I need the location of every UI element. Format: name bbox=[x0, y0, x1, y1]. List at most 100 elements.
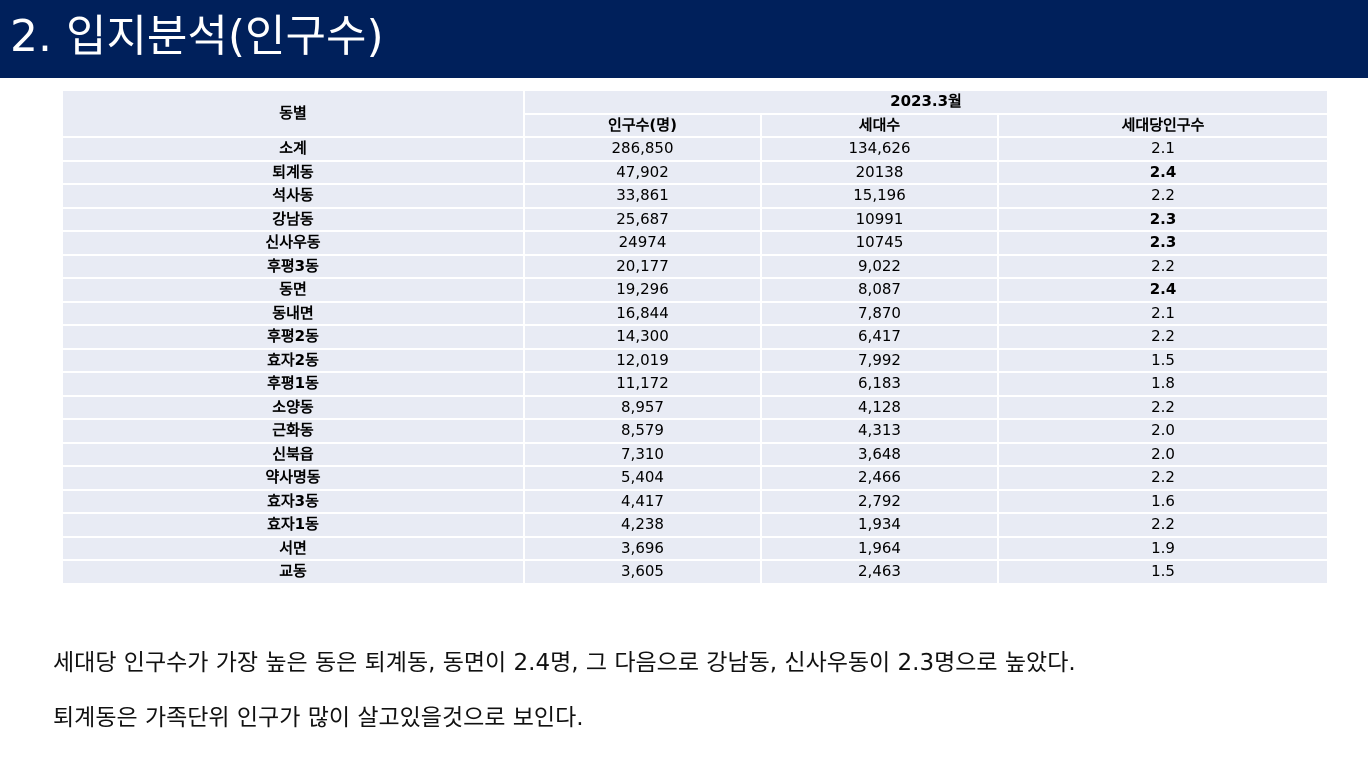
dong-name-cell: 효자1동 bbox=[61, 512, 525, 538]
population-cell: 19,296 bbox=[523, 277, 762, 303]
table-row: 신사우동 24974 10745 2.3 bbox=[61, 230, 1329, 256]
summary-line-2: 퇴계동은 가족단위 인구가 많이 살고있을것으로 보인다. bbox=[53, 705, 584, 731]
households-cell: 7,870 bbox=[760, 300, 999, 326]
dong-name-cell: 후평2동 bbox=[61, 324, 525, 350]
population-cell: 5,404 bbox=[523, 465, 762, 491]
period-header: 2023.3월 bbox=[523, 89, 1329, 115]
households-cell: 3,648 bbox=[760, 441, 999, 467]
households-cell: 10745 bbox=[760, 230, 999, 256]
per-household-cell: 2.4 bbox=[997, 277, 1329, 303]
households-cell: 4,128 bbox=[760, 394, 999, 420]
households-cell: 2,466 bbox=[760, 465, 999, 491]
dong-name-cell: 신북읍 bbox=[61, 441, 525, 467]
per-household-cell: 2.2 bbox=[997, 324, 1329, 350]
per-household-cell: 1.5 bbox=[997, 347, 1329, 373]
table-row: 후평1동 11,172 6,183 1.8 bbox=[61, 371, 1329, 397]
population-cell: 47,902 bbox=[523, 159, 762, 185]
households-cell: 2,463 bbox=[760, 559, 999, 585]
dong-name-cell: 소양동 bbox=[61, 394, 525, 420]
per-household-cell: 2.3 bbox=[997, 206, 1329, 232]
per-household-cell: 2.1 bbox=[997, 300, 1329, 326]
dong-name-cell: 동면 bbox=[61, 277, 525, 303]
dong-name-cell: 후평3동 bbox=[61, 253, 525, 279]
households-cell: 15,196 bbox=[760, 183, 999, 209]
summary-line-1: 세대당 인구수가 가장 높은 동은 퇴계동, 동면이 2.4명, 그 다음으로 … bbox=[53, 650, 1076, 676]
dong-name-cell: 효자2동 bbox=[61, 347, 525, 373]
table-body: 소계 286,850 134,626 2.1 퇴계동 47,902 20138 2.4 석사동 3… bbox=[61, 136, 1329, 585]
dong-name-cell: 약사명동 bbox=[61, 465, 525, 491]
dong-name-cell: 근화동 bbox=[61, 418, 525, 444]
table-row: 석사동 33,861 15,196 2.2 bbox=[61, 183, 1329, 209]
dong-name-cell: 강남동 bbox=[61, 206, 525, 232]
per-household-cell: 2.2 bbox=[997, 183, 1329, 209]
population-cell: 25,687 bbox=[523, 206, 762, 232]
table-row: 후평3동 20,177 9,022 2.2 bbox=[61, 253, 1329, 279]
dong-name-cell: 동내면 bbox=[61, 300, 525, 326]
dong-name-cell: 후평1동 bbox=[61, 371, 525, 397]
table-row: 효자1동 4,238 1,934 2.2 bbox=[61, 512, 1329, 538]
table-row: 교동 3,605 2,463 1.5 bbox=[61, 559, 1329, 585]
per-household-cell: 1.5 bbox=[997, 559, 1329, 585]
per-household-column-header: 세대당인구수 bbox=[997, 112, 1329, 138]
population-cell: 3,605 bbox=[523, 559, 762, 585]
households-cell: 7,992 bbox=[760, 347, 999, 373]
population-cell: 20,177 bbox=[523, 253, 762, 279]
per-household-cell: 2.0 bbox=[997, 441, 1329, 467]
dong-name-cell: 퇴계동 bbox=[61, 159, 525, 185]
table-row: 서면 3,696 1,964 1.9 bbox=[61, 535, 1329, 561]
households-cell: 2,792 bbox=[760, 488, 999, 514]
population-cell: 12,019 bbox=[523, 347, 762, 373]
table-row: 후평2동 14,300 6,417 2.2 bbox=[61, 324, 1329, 350]
population-table: 동별 2023.3월 인구수(명) 세대수 세대당인구수 소계 286,850 13… bbox=[61, 89, 1329, 585]
population-cell: 7,310 bbox=[523, 441, 762, 467]
table-subheader-row: 인구수(명) 세대수 세대당인구수 bbox=[62, 112, 1329, 138]
table-row: 근화동 8,579 4,313 2.0 bbox=[61, 418, 1329, 444]
population-cell: 16,844 bbox=[523, 300, 762, 326]
table-row: 효자3동 4,417 2,792 1.6 bbox=[61, 488, 1329, 514]
table-row: 동내면 16,844 7,870 2.1 bbox=[61, 300, 1329, 326]
households-cell: 6,417 bbox=[760, 324, 999, 350]
per-household-cell: 2.0 bbox=[997, 418, 1329, 444]
dong-name-cell: 소계 bbox=[61, 136, 525, 162]
households-column-header: 세대수 bbox=[760, 112, 999, 138]
population-cell: 14,300 bbox=[523, 324, 762, 350]
population-cell: 8,579 bbox=[523, 418, 762, 444]
per-household-cell: 2.1 bbox=[997, 136, 1329, 162]
households-cell: 134,626 bbox=[760, 136, 999, 162]
population-column-header: 인구수(명) bbox=[523, 112, 762, 138]
households-cell: 4,313 bbox=[760, 418, 999, 444]
table-row: 소양동 8,957 4,128 2.2 bbox=[61, 394, 1329, 420]
population-cell: 11,172 bbox=[523, 371, 762, 397]
population-cell: 33,861 bbox=[523, 183, 762, 209]
per-household-cell: 2.3 bbox=[997, 230, 1329, 256]
dong-column-header: 동별 bbox=[61, 89, 525, 138]
population-cell: 286,850 bbox=[523, 136, 762, 162]
table-row: 강남동 25,687 10991 2.3 bbox=[61, 206, 1329, 232]
households-cell: 1,934 bbox=[760, 512, 999, 538]
page-title: 2. 입지분석(인구수) bbox=[10, 11, 384, 62]
population-cell: 4,238 bbox=[523, 512, 762, 538]
population-cell: 4,417 bbox=[523, 488, 762, 514]
per-household-cell: 2.2 bbox=[997, 253, 1329, 279]
households-cell: 8,087 bbox=[760, 277, 999, 303]
per-household-cell: 2.2 bbox=[997, 465, 1329, 491]
households-cell: 9,022 bbox=[760, 253, 999, 279]
title-bar: 2. 입지분석(인구수) bbox=[0, 0, 1368, 78]
population-cell: 3,696 bbox=[523, 535, 762, 561]
dong-name-cell: 서면 bbox=[61, 535, 525, 561]
households-cell: 1,964 bbox=[760, 535, 999, 561]
dong-name-cell: 효자3동 bbox=[61, 488, 525, 514]
per-household-cell: 1.9 bbox=[997, 535, 1329, 561]
per-household-cell: 2.4 bbox=[997, 159, 1329, 185]
table-row: 동면 19,296 8,087 2.4 bbox=[61, 277, 1329, 303]
households-cell: 6,183 bbox=[760, 371, 999, 397]
population-cell: 8,957 bbox=[523, 394, 762, 420]
households-cell: 10991 bbox=[760, 206, 999, 232]
dong-name-cell: 석사동 bbox=[61, 183, 525, 209]
households-cell: 20138 bbox=[760, 159, 999, 185]
table-header-row: 동별 2023.3월 bbox=[61, 89, 1329, 138]
population-cell: 24974 bbox=[523, 230, 762, 256]
per-household-cell: 2.2 bbox=[997, 394, 1329, 420]
dong-name-cell: 교동 bbox=[61, 559, 525, 585]
table-row: 신북읍 7,310 3,648 2.0 bbox=[61, 441, 1329, 467]
